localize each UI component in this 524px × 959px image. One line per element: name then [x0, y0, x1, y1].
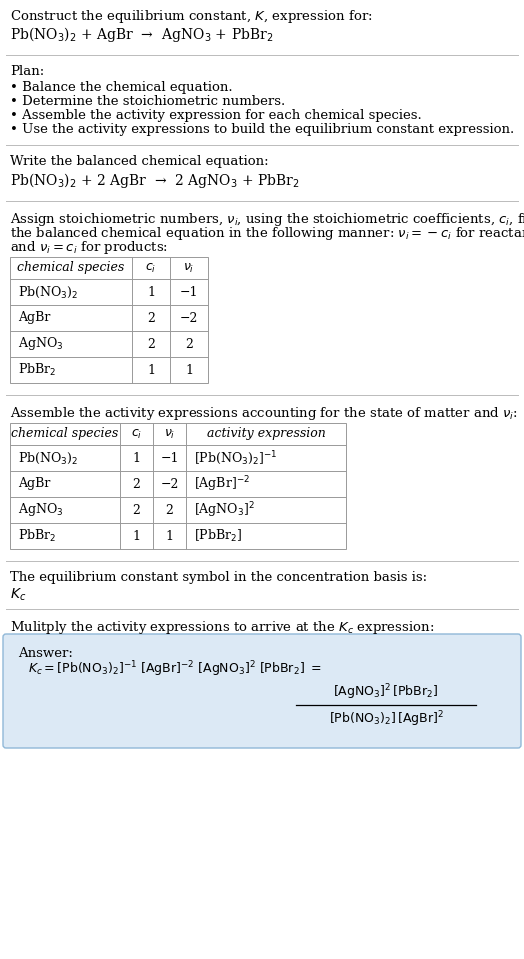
Text: Pb(NO$_3$)$_2$: Pb(NO$_3$)$_2$ [18, 285, 78, 299]
Text: 2: 2 [147, 338, 155, 350]
Text: • Determine the stoichiometric numbers.: • Determine the stoichiometric numbers. [10, 95, 285, 108]
Text: and $\nu_i = c_i$ for products:: and $\nu_i = c_i$ for products: [10, 239, 168, 256]
Text: activity expression: activity expression [206, 428, 325, 440]
Text: Answer:: Answer: [18, 647, 73, 660]
Text: Assemble the activity expressions accounting for the state of matter and $\nu_i$: Assemble the activity expressions accoun… [10, 405, 518, 422]
Text: [AgNO$_3$]$^2$: [AgNO$_3$]$^2$ [194, 501, 255, 520]
Text: 1: 1 [133, 452, 140, 464]
Text: PbBr$_2$: PbBr$_2$ [18, 362, 56, 378]
Text: 1: 1 [166, 529, 173, 543]
Text: 2: 2 [166, 503, 173, 517]
Text: [Pb(NO$_3$)$_2$]$^{-1}$: [Pb(NO$_3$)$_2$]$^{-1}$ [194, 449, 277, 467]
Text: $\nu_i$: $\nu_i$ [164, 428, 175, 440]
Text: $K_c$: $K_c$ [10, 587, 26, 603]
Text: • Use the activity expressions to build the equilibrium constant expression.: • Use the activity expressions to build … [10, 123, 514, 136]
Text: Pb(NO$_3$)$_2$: Pb(NO$_3$)$_2$ [18, 451, 78, 466]
Text: [PbBr$_2$]: [PbBr$_2$] [194, 528, 242, 544]
Text: 2: 2 [133, 478, 140, 490]
Text: −1: −1 [160, 452, 179, 464]
Text: PbBr$_2$: PbBr$_2$ [18, 528, 56, 544]
Text: AgNO$_3$: AgNO$_3$ [18, 336, 63, 353]
Text: $c_i$: $c_i$ [145, 262, 157, 274]
Text: $K_c = [\mathrm{Pb(NO_3)_2}]^{-1}$ $[\mathrm{AgBr}]^{-2}$ $[\mathrm{AgNO_3}]^2$ : $K_c = [\mathrm{Pb(NO_3)_2}]^{-1}$ $[\ma… [28, 659, 322, 679]
Text: −2: −2 [160, 478, 179, 490]
Text: Plan:: Plan: [10, 65, 44, 78]
Text: the balanced chemical equation in the following manner: $\nu_i = -c_i$ for react: the balanced chemical equation in the fo… [10, 225, 524, 242]
Text: 2: 2 [185, 338, 193, 350]
Text: Mulitply the activity expressions to arrive at the $K_c$ expression:: Mulitply the activity expressions to arr… [10, 619, 434, 636]
Bar [10, 423, 346, 549]
Text: 1: 1 [133, 529, 140, 543]
Text: Pb(NO$_3$)$_2$ + 2 AgBr  →  2 AgNO$_3$ + PbBr$_2$: Pb(NO$_3$)$_2$ + 2 AgBr → 2 AgNO$_3$ + P… [10, 171, 300, 190]
Text: Pb(NO$_3$)$_2$ + AgBr  →  AgNO$_3$ + PbBr$_2$: Pb(NO$_3$)$_2$ + AgBr → AgNO$_3$ + PbBr$… [10, 25, 274, 44]
Text: Construct the equilibrium constant, $K$, expression for:: Construct the equilibrium constant, $K$,… [10, 8, 373, 25]
Text: 1: 1 [147, 286, 155, 298]
Text: AgBr: AgBr [18, 478, 50, 490]
Text: $\nu_i$: $\nu_i$ [183, 262, 195, 274]
Text: Assign stoichiometric numbers, $\nu_i$, using the stoichiometric coefficients, $: Assign stoichiometric numbers, $\nu_i$, … [10, 211, 524, 228]
Text: AgNO$_3$: AgNO$_3$ [18, 502, 63, 519]
Text: [AgBr]$^{-2}$: [AgBr]$^{-2}$ [194, 474, 250, 494]
Text: −1: −1 [180, 286, 198, 298]
Text: $[\mathrm{Pb(NO_3)_2}]\,[\mathrm{AgBr}]^2$: $[\mathrm{Pb(NO_3)_2}]\,[\mathrm{AgBr}]^… [329, 710, 443, 729]
Text: 2: 2 [133, 503, 140, 517]
Text: 1: 1 [185, 363, 193, 377]
FancyBboxPatch shape [3, 634, 521, 748]
Text: −2: −2 [180, 312, 198, 324]
Text: chemical species: chemical species [12, 428, 118, 440]
Text: • Assemble the activity expression for each chemical species.: • Assemble the activity expression for e… [10, 109, 422, 122]
Text: AgBr: AgBr [18, 312, 50, 324]
Text: The equilibrium constant symbol in the concentration basis is:: The equilibrium constant symbol in the c… [10, 571, 427, 584]
Text: • Balance the chemical equation.: • Balance the chemical equation. [10, 81, 233, 94]
Text: $c_i$: $c_i$ [131, 428, 142, 440]
Text: chemical species: chemical species [17, 262, 125, 274]
Text: 2: 2 [147, 312, 155, 324]
Bar [10, 257, 208, 383]
Text: 1: 1 [147, 363, 155, 377]
Text: Write the balanced chemical equation:: Write the balanced chemical equation: [10, 155, 269, 168]
Text: $[\mathrm{AgNO_3}]^2\,[\mathrm{PbBr_2}]$: $[\mathrm{AgNO_3}]^2\,[\mathrm{PbBr_2}]$ [333, 682, 439, 702]
